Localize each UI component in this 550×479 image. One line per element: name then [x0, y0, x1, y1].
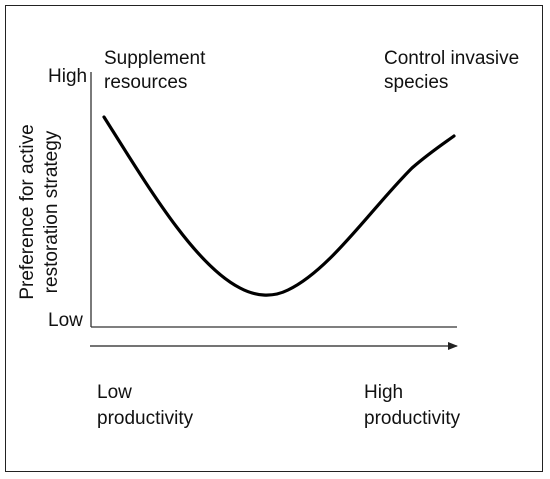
annotation-right-line2: species — [384, 72, 449, 93]
x-low-line2: productivity — [97, 408, 194, 429]
annotation-supplement-resources: Supplement resources — [104, 47, 205, 95]
annotation-right-line1: Control invasive — [384, 48, 520, 69]
preference-curve — [102, 115, 456, 297]
x-high-line2: productivity — [364, 408, 461, 429]
y-high-label: High — [48, 66, 88, 87]
x-high-productivity-label: High productivity — [364, 380, 460, 432]
annotation-left-line1: Supplement — [104, 48, 206, 69]
annotation-left-line2: resources — [104, 72, 188, 93]
x-high-line1: High — [364, 382, 404, 403]
x-low-productivity-label: Low productivity — [97, 380, 193, 432]
x-low-line1: Low — [97, 382, 132, 403]
annotation-control-invasive-species: Control invasive species — [384, 47, 519, 95]
figure-frame — [5, 5, 543, 472]
y-low-label: Low — [48, 310, 83, 331]
